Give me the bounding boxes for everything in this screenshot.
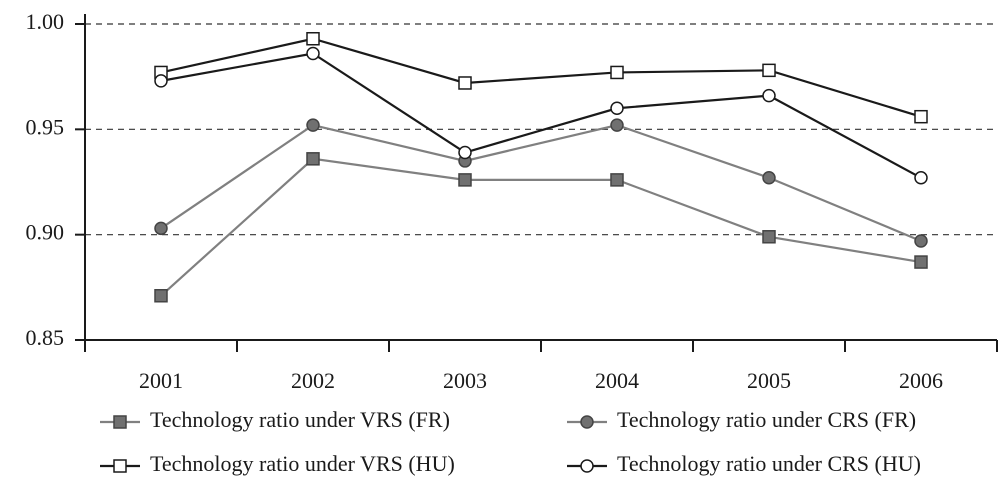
legend-label: Technology ratio under VRS (HU) xyxy=(150,451,455,476)
marker xyxy=(306,118,320,132)
legend-label: Technology ratio under CRS (HU) xyxy=(617,451,921,476)
y-tick-label: 0.90 xyxy=(26,220,65,245)
y-tick-label: 0.95 xyxy=(26,114,65,139)
marker xyxy=(154,221,168,236)
marker xyxy=(610,173,624,187)
marker xyxy=(914,255,928,269)
marker xyxy=(458,173,472,187)
x-tick-label: 2002 xyxy=(291,368,335,393)
marker xyxy=(458,145,472,160)
marker xyxy=(113,459,127,473)
y-tick-label: 1.00 xyxy=(26,9,65,34)
marker xyxy=(914,171,928,185)
marker xyxy=(914,109,928,124)
series-line xyxy=(160,37,922,118)
marker xyxy=(762,63,776,78)
x-tick-label: 2001 xyxy=(139,368,183,393)
marker xyxy=(762,230,776,244)
x-tick-label: 2006 xyxy=(899,368,943,393)
marker xyxy=(306,46,320,61)
marker xyxy=(610,65,624,80)
marker xyxy=(154,74,168,88)
marker xyxy=(914,234,928,248)
y-tick-label: 0.85 xyxy=(26,325,65,350)
marker xyxy=(762,171,776,185)
marker xyxy=(306,152,320,166)
marker xyxy=(580,459,594,473)
legend-label: Technology ratio under CRS (FR) xyxy=(617,407,916,432)
marker xyxy=(580,415,594,429)
series-line xyxy=(160,123,922,243)
series-line xyxy=(160,157,922,297)
marker xyxy=(610,118,624,132)
x-tick-label: 2003 xyxy=(443,368,487,393)
x-tick-label: 2004 xyxy=(595,368,639,393)
marker xyxy=(762,88,776,103)
marker xyxy=(610,101,624,116)
marker xyxy=(458,76,472,90)
marker xyxy=(113,415,127,429)
marker xyxy=(154,289,168,303)
x-tick-label: 2005 xyxy=(747,368,791,393)
legend-label: Technology ratio under VRS (FR) xyxy=(150,407,450,432)
marker xyxy=(306,31,320,46)
series-line xyxy=(160,52,922,179)
